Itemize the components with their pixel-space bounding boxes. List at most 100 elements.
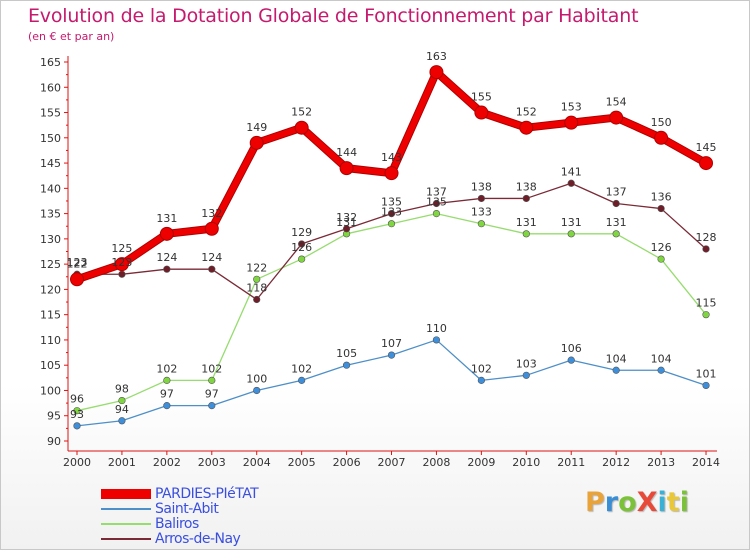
data-label: 131	[156, 212, 177, 225]
data-point	[702, 245, 710, 253]
data-label: 153	[561, 101, 582, 114]
data-label: 131	[561, 216, 582, 229]
data-label: 137	[426, 185, 447, 198]
y-tick-label: 160	[40, 81, 61, 94]
data-label: 163	[426, 50, 447, 63]
data-point	[387, 210, 396, 218]
data-point	[70, 272, 84, 287]
data-label: 96	[70, 393, 84, 406]
data-label: 132	[201, 207, 222, 220]
y-tick-label: 120	[40, 283, 61, 296]
data-point	[477, 194, 485, 203]
data-point	[253, 386, 261, 395]
data-point	[522, 230, 530, 238]
data-point	[477, 376, 485, 384]
data-label: 152	[516, 106, 537, 119]
data-label: 135	[381, 196, 402, 209]
data-label: 129	[291, 226, 312, 239]
x-tick-label: 2001	[108, 456, 136, 469]
legend-swatch-saint-abit	[101, 508, 151, 510]
x-tick-label: 2002	[153, 456, 181, 469]
data-label: 98	[115, 383, 129, 396]
data-point	[567, 179, 575, 187]
y-tick-label: 110	[40, 334, 61, 347]
data-label: 154	[606, 96, 627, 109]
data-label: 122	[246, 261, 267, 274]
x-tick-label: 2010	[512, 456, 540, 469]
data-point	[298, 240, 306, 248]
data-label: 138	[516, 180, 537, 193]
legend-item-saint-abit: Saint-Abit	[101, 502, 361, 517]
data-point	[654, 130, 669, 145]
data-point	[432, 336, 441, 344]
data-point	[163, 402, 171, 410]
data-label: 106	[561, 342, 582, 355]
data-label: 104	[606, 352, 627, 365]
data-label: 131	[606, 216, 627, 229]
data-label: 128	[696, 231, 717, 244]
data-point	[114, 257, 129, 272]
y-tick-label: 155	[40, 107, 61, 120]
logo-letter: P	[585, 487, 605, 518]
data-label: 102	[471, 362, 492, 375]
y-tick-label: 105	[40, 359, 61, 372]
data-label: 123	[111, 256, 132, 269]
data-point	[657, 366, 665, 374]
data-label: 100	[246, 372, 267, 385]
logo-letter: o	[618, 487, 637, 518]
data-point	[429, 65, 444, 80]
data-point	[612, 230, 620, 238]
legend-label-pardies: PARDIES-PIéTAT	[155, 486, 259, 502]
data-label: 137	[606, 185, 627, 198]
data-point	[612, 199, 620, 208]
y-tick-label: 150	[40, 132, 61, 145]
data-point	[73, 422, 81, 430]
data-point	[384, 166, 399, 181]
x-tick-label: 2008	[422, 456, 450, 469]
data-point	[432, 210, 441, 218]
logo-letter: t	[666, 487, 680, 518]
x-tick-label: 2004	[243, 456, 271, 469]
data-point	[294, 120, 309, 135]
data-point	[163, 265, 171, 273]
data-label: 126	[651, 241, 672, 254]
data-point	[657, 255, 665, 263]
data-point	[253, 295, 261, 304]
data-point	[208, 376, 216, 384]
legend-item-arros-de-nay: Arros-de-Nay	[101, 532, 361, 547]
data-point	[342, 361, 351, 369]
logo-letter: X	[636, 487, 658, 518]
data-label: 145	[696, 141, 717, 154]
data-point	[118, 417, 126, 425]
data-label: 144	[336, 146, 357, 159]
series-line	[76, 212, 707, 412]
y-tick-label: 140	[40, 182, 61, 195]
data-label: 102	[201, 362, 222, 375]
proxiti-logo: ProXiti	[585, 487, 689, 518]
data-point	[204, 221, 219, 236]
data-label: 124	[201, 251, 222, 264]
data-label: 93	[70, 408, 84, 421]
legend: PARDIES-PIéTAT Saint-Abit Baliros Arros-…	[101, 487, 361, 547]
data-label: 133	[471, 206, 492, 219]
data-label: 107	[381, 337, 402, 350]
data-label: 143	[381, 151, 402, 164]
x-tick-label: 2007	[378, 456, 406, 469]
data-point	[567, 356, 575, 364]
data-point	[474, 105, 489, 120]
x-tick-label: 2000	[63, 456, 91, 469]
y-tick-label: 90	[47, 435, 61, 448]
y-tick-label: 95	[47, 410, 61, 423]
data-point	[612, 366, 620, 374]
data-point	[522, 371, 530, 379]
data-label: 133	[381, 206, 402, 219]
data-point	[522, 194, 530, 203]
data-label: 97	[205, 388, 219, 401]
data-label: 131	[516, 216, 537, 229]
data-label: 126	[291, 241, 312, 254]
x-tick-label: 2009	[467, 456, 495, 469]
x-tick-label: 2012	[602, 456, 630, 469]
data-point	[432, 199, 441, 208]
data-point	[567, 230, 575, 238]
legend-swatch-arros-de-nay	[101, 538, 151, 540]
